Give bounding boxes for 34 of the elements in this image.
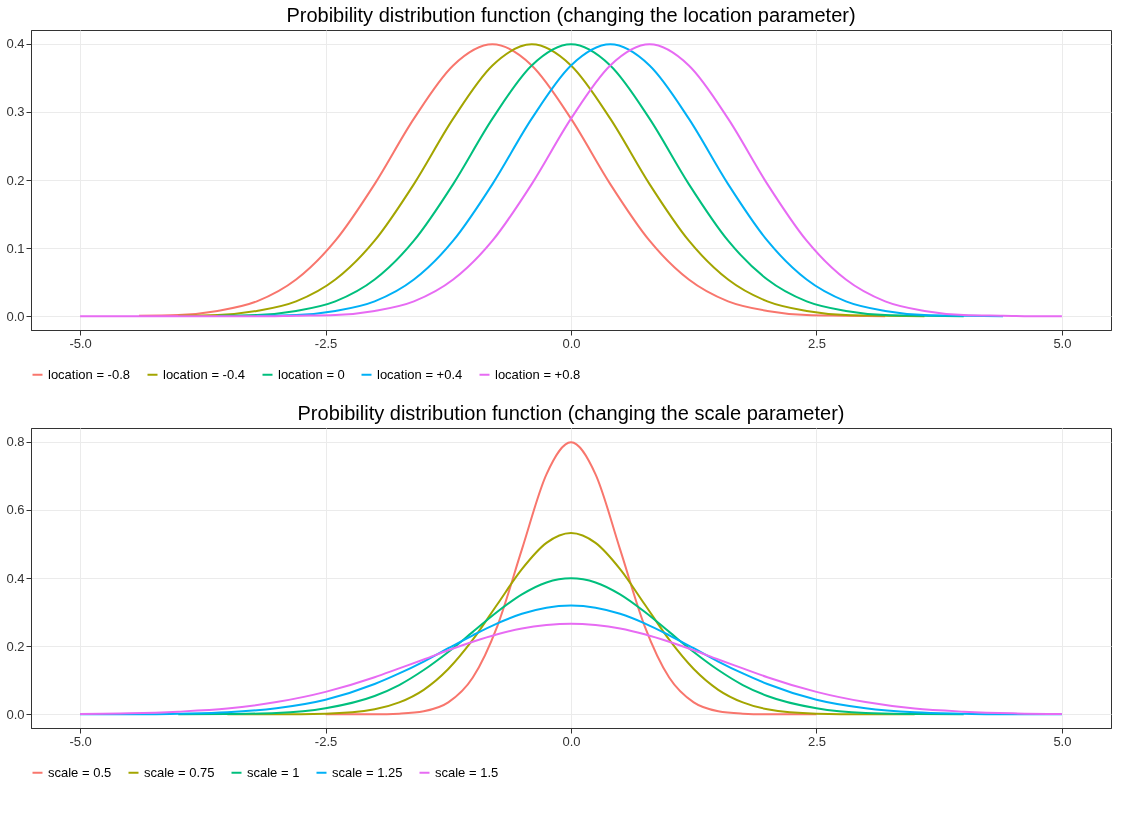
y-tick-label: 0.4 bbox=[6, 570, 25, 586]
y-tick-label: 0.3 bbox=[6, 104, 25, 120]
legend-label: location = 0 bbox=[278, 366, 345, 382]
y-tick-label: 0.0 bbox=[6, 308, 25, 324]
x-tick-label: 2.5 bbox=[807, 733, 826, 749]
legend-label: location = +0.4 bbox=[377, 366, 463, 382]
x-tick-label: 5.0 bbox=[1053, 335, 1072, 351]
legend-label: scale = 0.5 bbox=[48, 764, 112, 780]
legend-label: location = -0.8 bbox=[48, 366, 131, 382]
legend-label: location = -0.4 bbox=[163, 366, 246, 382]
legend-label: location = +0.8 bbox=[495, 366, 581, 382]
x-tick-label: -5.0 bbox=[69, 733, 92, 749]
line-series bbox=[79, 622, 1063, 716]
x-tick-label: 2.5 bbox=[807, 335, 826, 351]
x-tick-label: 0.0 bbox=[562, 733, 581, 749]
x-tick-label: 5.0 bbox=[1053, 733, 1072, 749]
legend-label: scale = 0.75 bbox=[144, 764, 215, 780]
chart-title: Probibility distribution function (changing the location parameter) bbox=[286, 4, 856, 26]
y-tick-label: 0.1 bbox=[6, 240, 25, 256]
chart-title: Probibility distribution function (changing the scale parameter) bbox=[297, 402, 845, 424]
y-tick-label: 0.8 bbox=[6, 434, 25, 450]
legend-label: scale = 1.5 bbox=[435, 764, 499, 780]
legend-label: scale = 1.25 bbox=[332, 764, 403, 780]
legend-label: scale = 1 bbox=[247, 764, 300, 780]
x-tick-label: -2.5 bbox=[314, 733, 338, 749]
y-tick-label: 0.6 bbox=[6, 502, 25, 518]
y-tick-label: 0.0 bbox=[6, 706, 25, 722]
y-tick-label: 0.2 bbox=[6, 172, 25, 188]
y-tick-label: 0.4 bbox=[6, 36, 25, 52]
line-series bbox=[79, 43, 1063, 318]
x-tick-label: -5.0 bbox=[69, 335, 92, 351]
x-tick-label: -2.5 bbox=[314, 335, 338, 351]
x-tick-label: 0.0 bbox=[562, 335, 581, 351]
y-tick-label: 0.2 bbox=[6, 638, 25, 654]
